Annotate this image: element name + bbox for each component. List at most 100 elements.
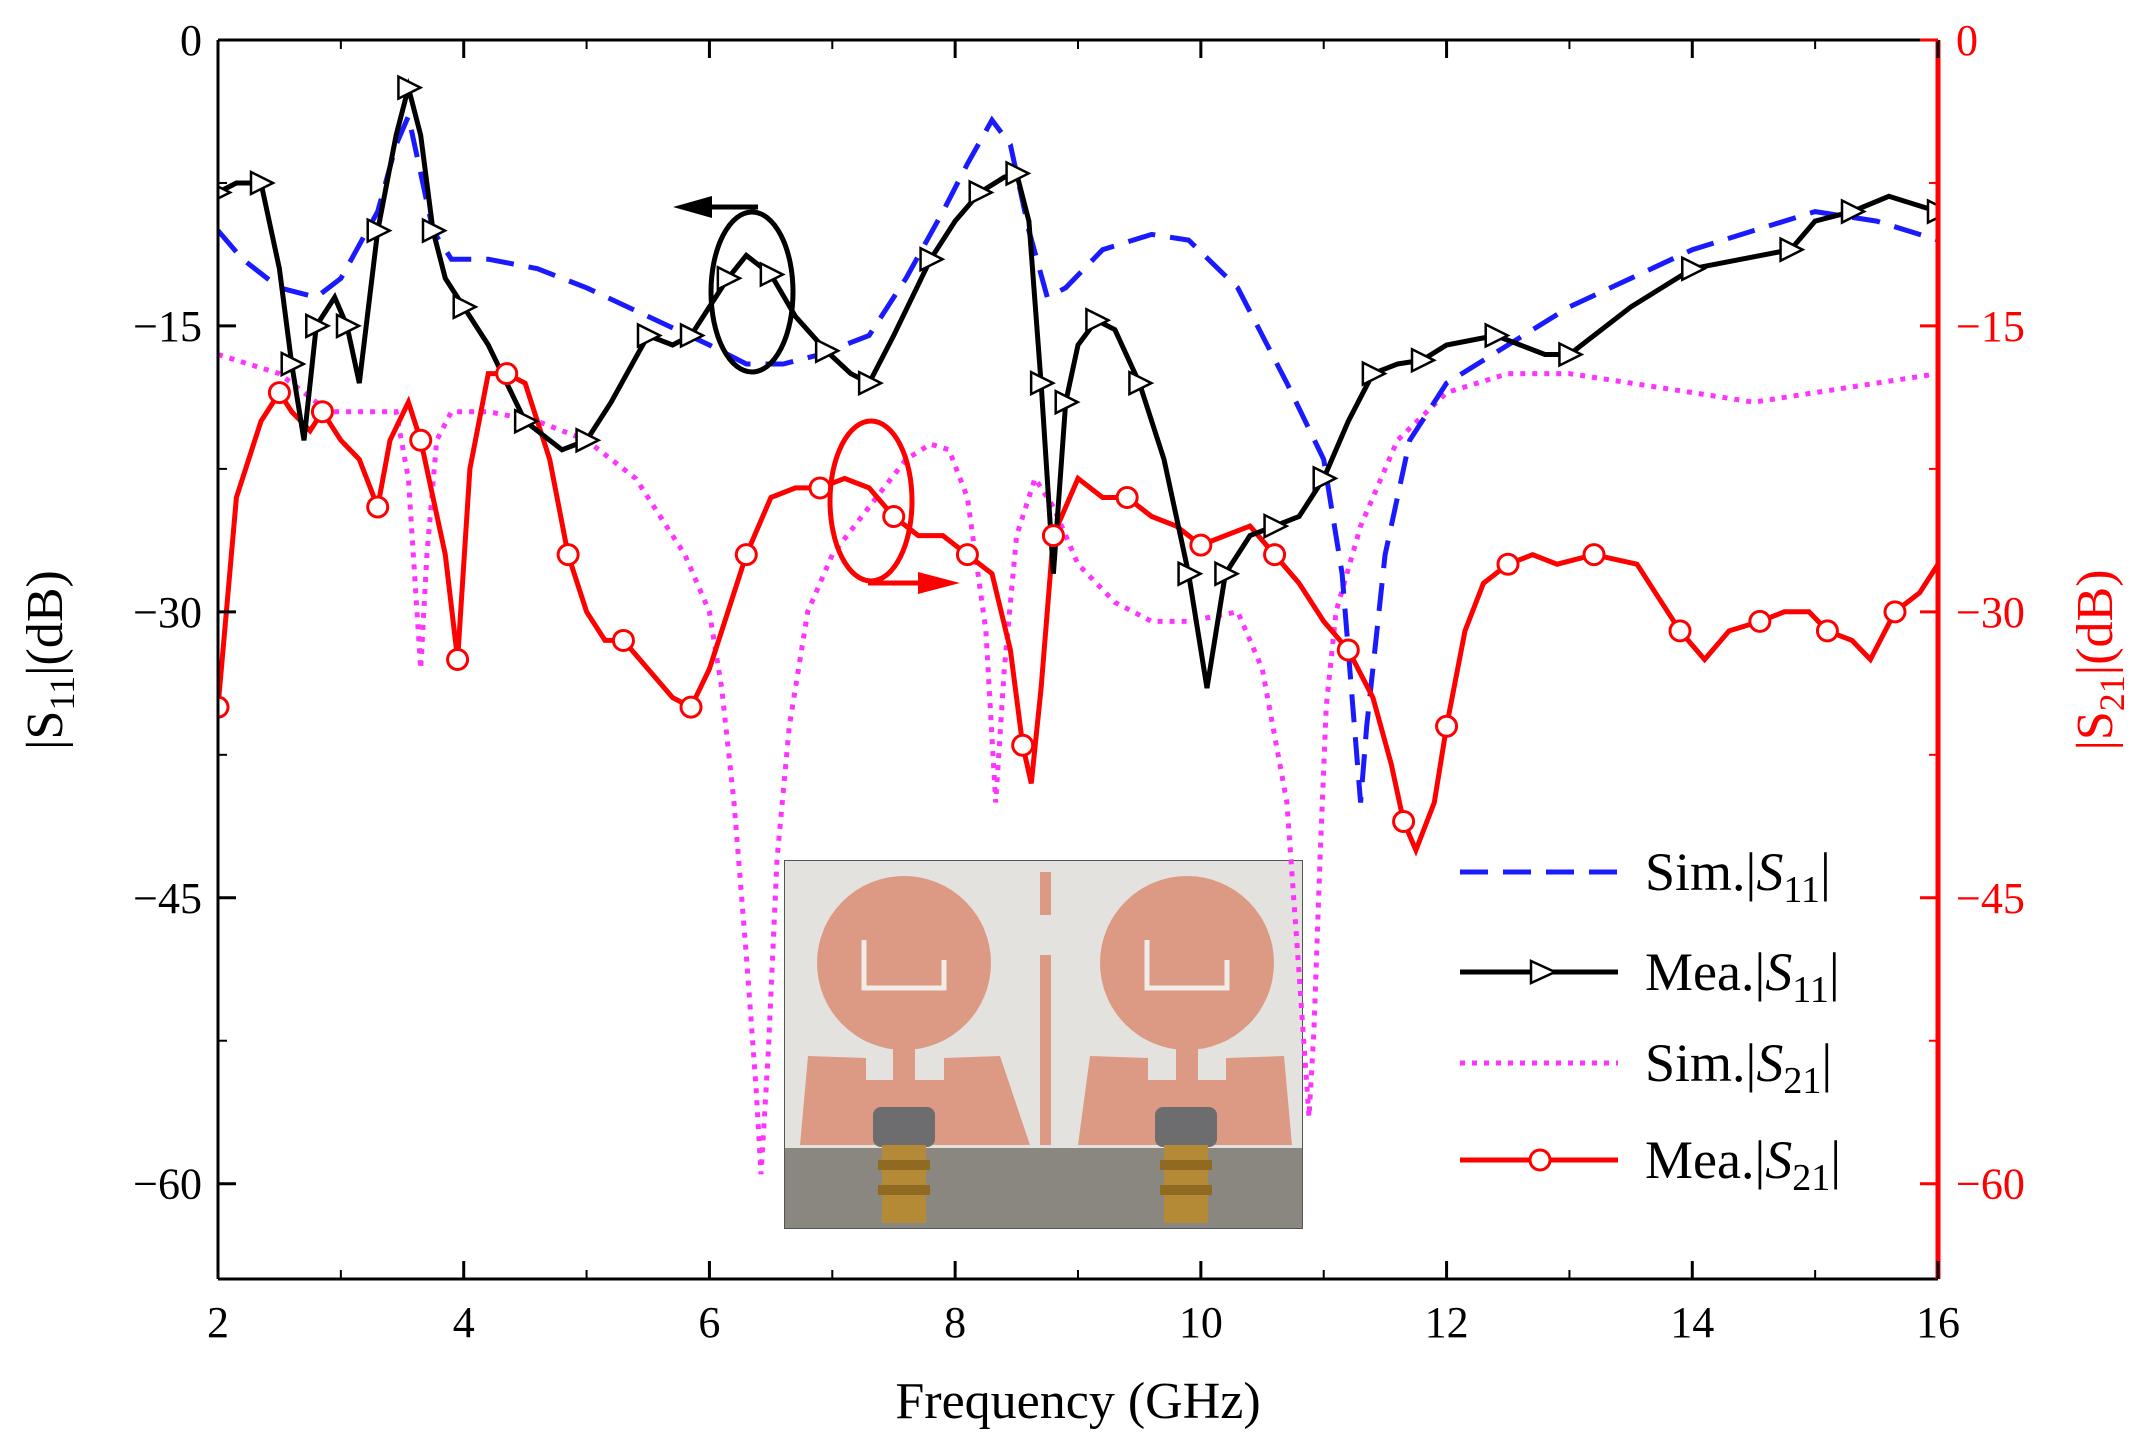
data-point-mea-s11 <box>1681 255 1708 282</box>
slot-left <box>861 940 947 991</box>
data-point-mea-s21 <box>267 381 291 405</box>
svg-text:Mea.|S11|: Mea.|S11| <box>1645 942 1840 1011</box>
y-tick-label-left: 0 <box>180 16 202 65</box>
data-point-mea-s21 <box>955 543 979 567</box>
data-point-mea-s11 <box>335 312 362 339</box>
data-point-mea-s11 <box>679 322 706 349</box>
data-point-mea-s21 <box>734 543 758 567</box>
data-point-mea-s21 <box>1815 619 1839 643</box>
series-line-mea-s21 <box>218 371 1938 857</box>
data-point-mea-s11 <box>421 217 448 244</box>
y-tick-label-left: −15 <box>133 302 202 351</box>
data-point-mea-s21 <box>1189 533 1213 557</box>
series-line-mea-s11 <box>218 77 1938 689</box>
data-point-mea-s11 <box>1128 370 1155 397</box>
series-line-sim-s11 <box>218 108 1938 803</box>
data-point-mea-s11 <box>1361 360 1388 387</box>
data-point-mea-s11 <box>1177 560 1204 587</box>
data-point-mea-s11 <box>1263 513 1290 540</box>
data-point-mea-s21 <box>366 495 390 519</box>
data-point-mea-s11 <box>857 370 884 397</box>
y-tick-label-right: −30 <box>1956 588 2025 637</box>
data-point-mea-s11 <box>759 261 786 288</box>
y-tick-label-right: 0 <box>1956 16 1978 65</box>
data-point-mea-s21 <box>1748 609 1772 633</box>
svg-text:Sim.|S11|: Sim.|S11| <box>1645 842 1831 911</box>
y-tick-label-right: −45 <box>1956 874 2025 923</box>
y-tick-label-left: −45 <box>133 874 202 923</box>
y-tick-label-right: −60 <box>1956 1160 2025 1209</box>
data-point-mea-s11 <box>1558 341 1585 368</box>
data-point-mea-s11 <box>452 293 479 320</box>
data-point-mea-s21 <box>495 362 519 386</box>
data-point-mea-s21 <box>1115 485 1139 509</box>
data-point-mea-s11 <box>305 312 332 339</box>
data-point-mea-s11 <box>1840 198 1867 225</box>
antenna-element-right <box>1078 876 1292 1145</box>
y-axis-title-right: |S21|(dB) <box>2067 569 2132 750</box>
data-point-mea-s21 <box>1041 524 1065 548</box>
data-point-mea-s21 <box>1883 600 1907 624</box>
y-axis-title-left: |S11|(dB) <box>17 570 82 750</box>
antenna-photo-inset <box>784 860 1303 1229</box>
data-point-mea-s21 <box>882 505 906 529</box>
svg-text:Mea.|S21|: Mea.|S21| <box>1645 1130 1841 1199</box>
x-tick-label: 16 <box>1916 1298 1960 1347</box>
legend-item-mea-s21: Mea.|S21| <box>1460 1130 1841 1199</box>
data-point-mea-s11 <box>1005 160 1032 187</box>
x-tick-label: 8 <box>944 1298 966 1347</box>
svg-text:Sim.|S21|: Sim.|S21| <box>1645 1033 1832 1102</box>
data-point-mea-s11 <box>636 322 663 349</box>
data-point-mea-s21 <box>808 476 832 500</box>
y-tick-label-left: −60 <box>133 1160 202 1209</box>
annotation-s21-right-arrow <box>827 418 960 594</box>
x-tick-label: 10 <box>1179 1298 1223 1347</box>
svg-text:|S21|(dB): |S21|(dB) <box>2067 569 2132 750</box>
decoupling-strip <box>1040 955 1051 1145</box>
legend-item-mea-s11: Mea.|S11| <box>1460 942 1840 1011</box>
data-point-mea-s11 <box>249 169 276 196</box>
data-point-mea-s11 <box>1214 560 1241 587</box>
data-point-mea-s21 <box>1496 552 1520 576</box>
data-point-mea-s11 <box>1779 236 1806 263</box>
data-point-mea-s11 <box>280 351 307 378</box>
legend-item-sim-s11: Sim.|S11| <box>1460 842 1831 911</box>
data-point-mea-s21 <box>218 695 230 719</box>
sma-connector-right <box>1155 1107 1217 1223</box>
data-point-mea-s11 <box>513 408 540 435</box>
antenna-element-left <box>800 876 1030 1145</box>
decoupling-strip <box>1040 872 1051 915</box>
data-point-mea-s21 <box>409 428 433 452</box>
data-point-mea-s11 <box>1029 370 1056 397</box>
data-point-mea-s11 <box>1312 465 1339 492</box>
x-tick-label: 4 <box>453 1298 475 1347</box>
y-tick-label-left: −30 <box>133 588 202 637</box>
data-point-mea-s21 <box>1392 810 1416 834</box>
data-point-mea-s21 <box>556 543 580 567</box>
data-point-mea-s11 <box>1085 307 1112 334</box>
data-point-mea-s11 <box>397 74 424 101</box>
y-tick-label-right: −15 <box>1956 302 2025 351</box>
legend-item-sim-s21: Sim.|S21| <box>1460 1033 1832 1102</box>
data-point-mea-s11 <box>1410 347 1437 374</box>
data-point-mea-s11 <box>968 179 995 206</box>
slot-right <box>1144 940 1230 991</box>
data-point-mea-s21 <box>1435 714 1459 738</box>
data-point-mea-s21 <box>1263 543 1287 567</box>
sma-connector-left <box>873 1107 935 1223</box>
data-point-mea-s11 <box>716 265 743 292</box>
annotation-s11-left-arrow <box>673 196 796 375</box>
x-tick-label: 2 <box>207 1298 229 1347</box>
x-tick-label: 6 <box>698 1298 720 1347</box>
data-point-mea-s21 <box>446 648 470 671</box>
data-point-mea-s11 <box>919 246 946 273</box>
data-point-mea-s11 <box>814 337 841 364</box>
data-point-mea-s21 <box>310 400 334 424</box>
data-point-mea-s21 <box>611 628 635 652</box>
legend: Sim.|S11| Mea.|S11| Sim.|S21| Mea.|S21| <box>1460 842 1841 1199</box>
data-point-mea-s11 <box>1054 389 1081 416</box>
data-point-mea-s21 <box>679 695 703 719</box>
x-tick-label: 12 <box>1425 1298 1469 1347</box>
data-point-mea-s21 <box>1582 543 1606 567</box>
